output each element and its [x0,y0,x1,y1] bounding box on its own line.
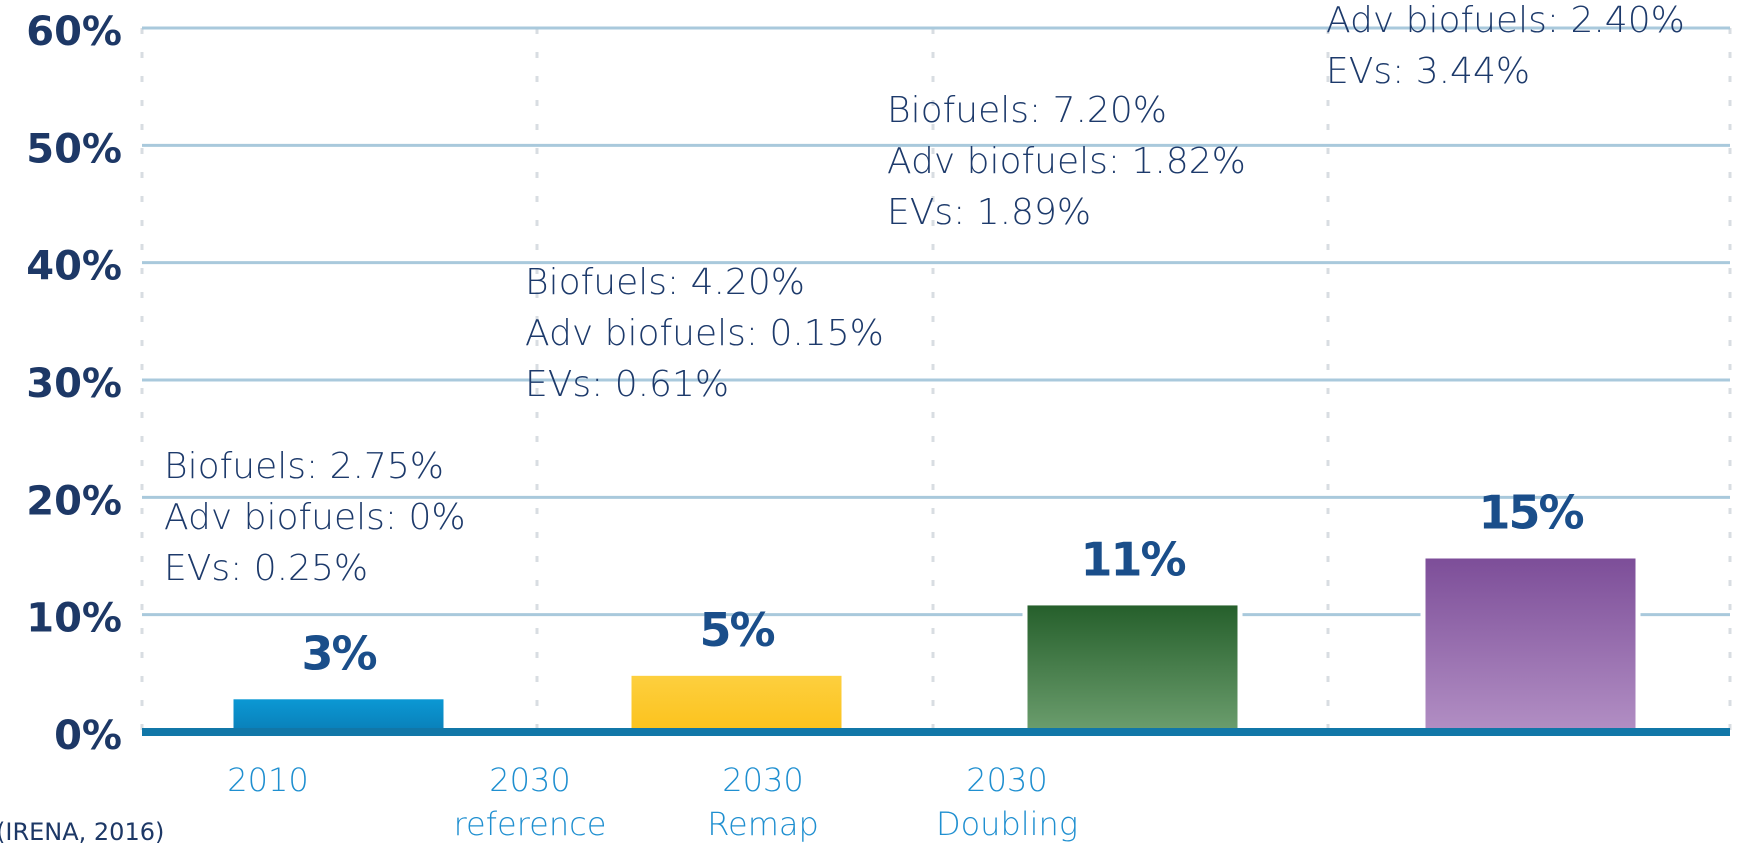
bar [1420,553,1641,735]
x-tick-label: 2030 reference [453,761,607,843]
y-tick-label: 40% [26,244,122,290]
annotation: EVs: 1.89% [887,192,1091,233]
value-label: 11% [1080,532,1185,586]
source: (IRENA, 2016) [0,818,165,846]
annotation: Biofuels: 2.75% [164,446,444,487]
annotation: Adv biofuels: 0% [164,497,466,538]
y-tick-label: 20% [26,478,122,524]
y-tick-label: 30% [26,361,122,407]
y-tick-label: 50% [26,126,122,172]
y-tick-label: 10% [26,596,122,642]
annotation: Adv biofuels: 1.82% [887,141,1246,182]
annotation: EVs: 0.61% [525,364,729,405]
annotation: EVs: 0.25% [164,548,368,589]
x-tick-label: 2010 [227,761,309,799]
y-tick-label: 60% [26,9,122,55]
annotation: EVs: 3.44% [1326,51,1530,92]
x-tick-label: 2030 Doubling [935,761,1079,843]
annotation: Biofuels: 4.20% [525,262,805,303]
x-tick-label: 2030 Remap [707,761,819,843]
annotation: Biofuels: 7.20% [887,90,1167,131]
bar [1022,600,1243,735]
bar [626,670,847,735]
annotation: Adv biofuels: 2.40% [1326,0,1685,41]
value-label: 5% [699,603,774,657]
y-tick-label: 0% [54,713,122,759]
value-label: 15% [1478,486,1583,540]
value-label: 3% [301,626,376,680]
annotation: Adv biofuels: 0.15% [525,313,884,354]
bar [228,694,449,735]
